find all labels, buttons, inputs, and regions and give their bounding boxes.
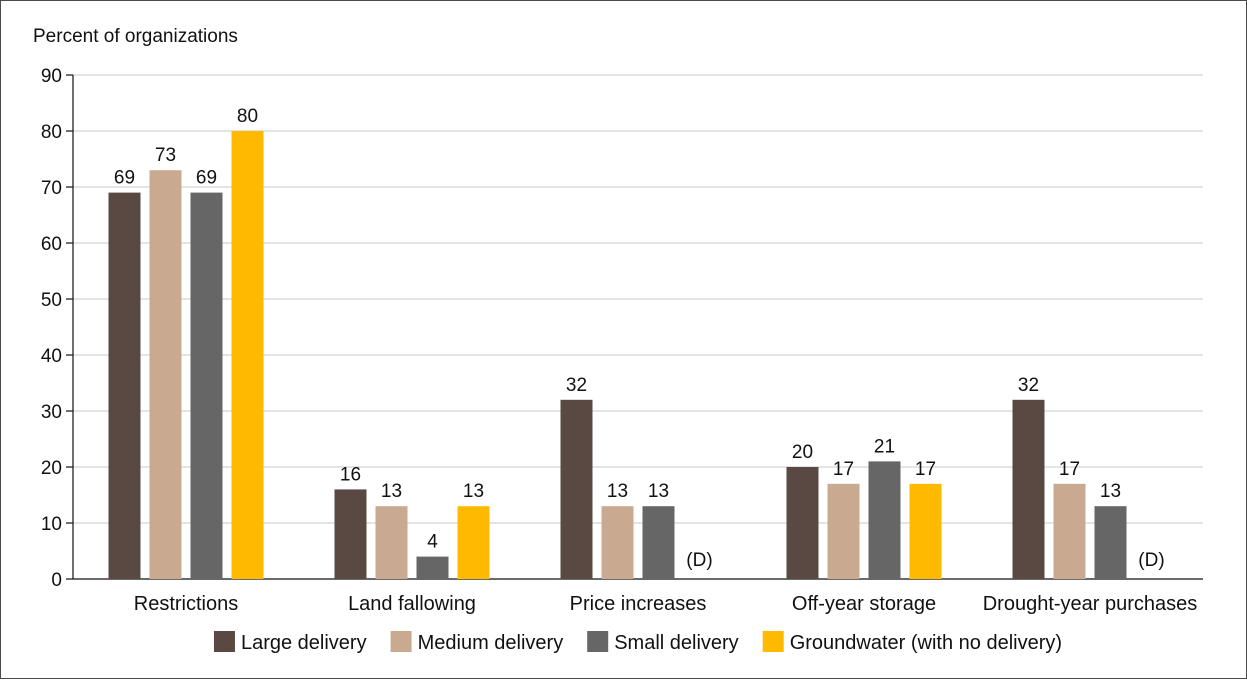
bar: [1012, 399, 1045, 579]
bar: [190, 192, 223, 579]
legend-label: Medium delivery: [418, 632, 564, 654]
data-label: 13: [381, 481, 402, 502]
y-axis-ticks: 0 10 20 30 40 50 60 70 80 90: [41, 66, 1203, 591]
y-tick-label: 30: [41, 402, 62, 423]
y-tick-label: 70: [41, 178, 62, 199]
y-tick-label: 90: [41, 66, 62, 87]
bar: [334, 489, 367, 579]
data-label: (D): [1138, 550, 1164, 571]
data-label: 69: [114, 168, 135, 189]
y-axis-title: Percent of organizations: [33, 26, 238, 47]
data-label: 17: [833, 459, 854, 480]
legend-label: Groundwater (with no delivery): [790, 632, 1062, 654]
y-tick-label: 0: [51, 570, 62, 591]
data-label: 20: [792, 442, 813, 463]
bar: [149, 170, 182, 579]
data-label: 17: [1059, 459, 1080, 480]
bar: [642, 506, 675, 579]
bar: [375, 506, 408, 579]
bars: [108, 131, 1127, 579]
bar: [1053, 483, 1086, 579]
legend-swatch: [213, 631, 235, 652]
data-label: 32: [566, 375, 587, 396]
bar: [416, 556, 449, 579]
x-category-label: Price increases: [570, 593, 707, 615]
data-label: 69: [196, 168, 217, 189]
data-label: 4: [427, 532, 438, 553]
x-category-label: Land fallowing: [348, 593, 476, 615]
y-tick-label: 10: [41, 514, 62, 535]
y-tick-label: 60: [41, 234, 62, 255]
bar: [1094, 506, 1127, 579]
data-label: 73: [155, 145, 176, 166]
bar: [909, 483, 942, 579]
bar: [108, 192, 141, 579]
bar: [827, 483, 860, 579]
x-axis-categories: Restrictions Land fallowing Price increase…: [134, 593, 1198, 615]
bar: [601, 506, 634, 579]
legend-label: Large delivery: [241, 632, 367, 654]
data-label: 13: [1100, 481, 1121, 502]
x-category-label: Restrictions: [134, 593, 238, 615]
legend-swatch: [587, 631, 609, 652]
x-category-label: Drought-year purchases: [983, 593, 1198, 615]
bar: [231, 131, 264, 579]
legend-label: Small delivery: [614, 632, 738, 654]
data-label: 13: [463, 481, 484, 502]
bar: [868, 461, 901, 579]
data-label: 16: [340, 464, 361, 485]
y-tick-label: 50: [41, 290, 62, 311]
x-category-label: Off-year storage: [792, 593, 936, 615]
legend: Large delivery Medium delivery Small deliv…: [213, 631, 1062, 654]
legend-swatch: [762, 631, 784, 652]
data-label: 17: [915, 459, 936, 480]
data-label: 32: [1018, 375, 1039, 396]
y-tick-label: 20: [41, 458, 62, 479]
data-label: 13: [607, 481, 628, 502]
y-tick-label: 80: [41, 122, 62, 143]
legend-swatch: [390, 631, 412, 652]
y-tick-label: 40: [41, 346, 62, 367]
bar: [786, 467, 819, 579]
data-label: 80: [237, 106, 258, 127]
data-label: (D): [686, 550, 712, 571]
bar: [560, 399, 593, 579]
data-labels: 69 73 69 80 16 13 4 13 32 13 13 (D) 20 17 21 17 32 17 13 (D…: [114, 106, 1165, 571]
data-label: 21: [874, 436, 895, 457]
bar: [457, 506, 490, 579]
data-label: 13: [648, 481, 669, 502]
